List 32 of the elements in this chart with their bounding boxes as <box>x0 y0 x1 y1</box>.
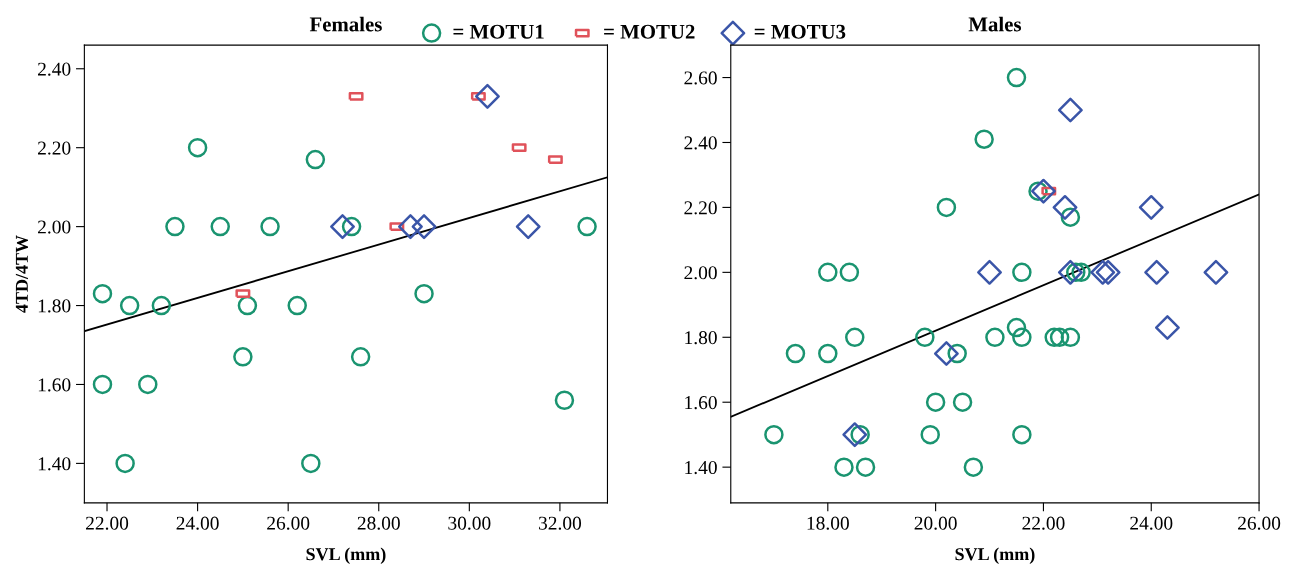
x-tick-label: 30.00 <box>448 516 491 530</box>
y-tick-label: 1.60 <box>685 396 717 410</box>
x-tick-label: 24.00 <box>176 516 219 530</box>
y-axis-title: 4TD/4TW <box>15 235 29 313</box>
y-tick-label: 2.40 <box>38 62 71 76</box>
y-tick-label: 1.80 <box>38 299 71 313</box>
x-tick-label: 32.00 <box>538 516 582 530</box>
y-tick-label: 2.20 <box>38 141 71 155</box>
x-tick-label: 22.00 <box>1022 516 1065 530</box>
legend-label: = MOTU1 <box>453 24 544 39</box>
y-tick-label: 1.40 <box>38 457 71 471</box>
y-tick-label: 2.20 <box>684 201 717 215</box>
chart-title: Males <box>968 16 1022 32</box>
x-tick-label: 24.00 <box>1130 516 1173 530</box>
y-tick-label: 2.40 <box>684 136 717 150</box>
legend-label: = MOTU3 <box>754 24 846 39</box>
x-tick-label: 26.00 <box>1238 516 1281 530</box>
x-tick-label: 28.00 <box>357 516 400 530</box>
y-tick-label: 2.60 <box>684 71 717 85</box>
x-tick-label: 18.00 <box>807 516 849 530</box>
x-tick-label: 26.00 <box>267 516 310 530</box>
y-tick-label: 1.80 <box>685 331 717 345</box>
x-tick-label: 20.00 <box>914 516 957 530</box>
x-axis-title: SVL (mm) <box>306 547 386 564</box>
y-tick-label: 1.40 <box>685 460 717 475</box>
legend-label: = MOTU2 <box>604 24 695 39</box>
x-axis-title: SVL (mm) <box>955 547 1035 564</box>
y-tick-label: 2.00 <box>38 220 71 234</box>
chart-title: Females <box>309 16 382 32</box>
y-tick-label: 1.60 <box>38 378 71 392</box>
y-tick-label: 2.00 <box>684 266 717 280</box>
x-tick-label: 22.00 <box>85 516 129 530</box>
